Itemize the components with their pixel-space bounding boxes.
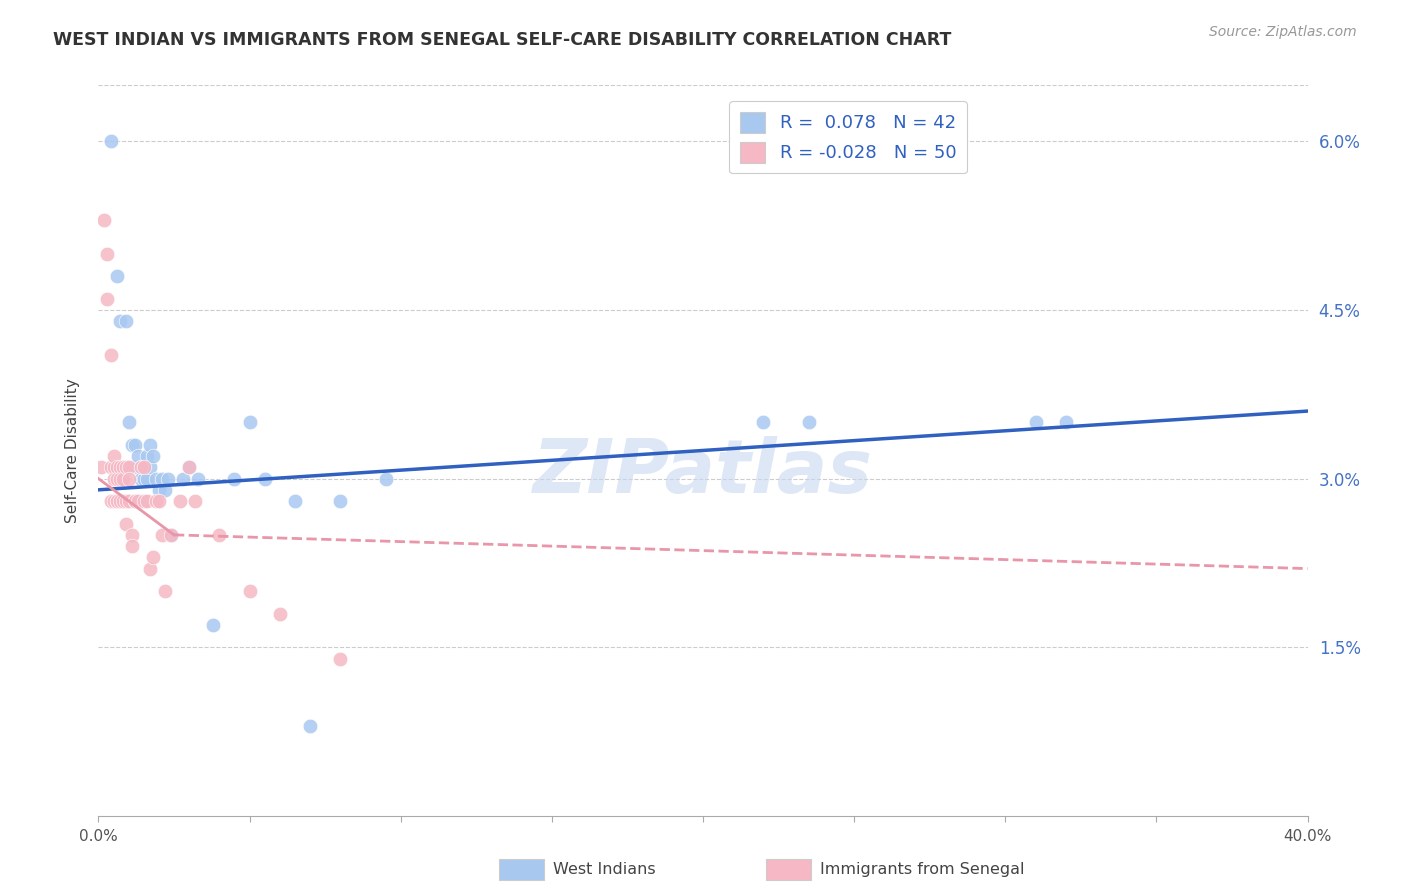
Point — [124, 494, 146, 508]
Point — [114, 516, 136, 531]
Point — [90, 460, 112, 475]
Point — [239, 415, 262, 429]
Point — [1024, 415, 1046, 429]
Text: Source: ZipAtlas.com: Source: ZipAtlas.com — [1209, 25, 1357, 39]
Point — [142, 449, 165, 463]
Point — [108, 460, 131, 475]
Point — [105, 472, 128, 486]
Point — [105, 494, 128, 508]
Point — [150, 528, 173, 542]
Point — [752, 415, 775, 429]
Point — [132, 494, 155, 508]
Point — [129, 460, 152, 475]
Point — [114, 460, 136, 475]
Point — [329, 494, 352, 508]
Point — [132, 494, 155, 508]
Point — [374, 472, 396, 486]
Text: West Indians: West Indians — [553, 863, 655, 877]
Point — [124, 460, 146, 475]
Point — [111, 494, 134, 508]
Point — [111, 472, 134, 486]
Point — [105, 494, 128, 508]
Text: Immigrants from Senegal: Immigrants from Senegal — [820, 863, 1024, 877]
Point — [179, 460, 201, 475]
Point — [114, 494, 136, 508]
Point — [156, 472, 179, 486]
Point — [96, 292, 118, 306]
Point — [118, 460, 141, 475]
Point — [224, 472, 246, 486]
Point — [124, 494, 146, 508]
Point — [150, 472, 173, 486]
Point — [103, 472, 125, 486]
Point — [127, 460, 149, 475]
Point — [127, 494, 149, 508]
Point — [148, 494, 170, 508]
Point — [103, 449, 125, 463]
Point — [139, 460, 162, 475]
Point — [121, 539, 143, 553]
Point — [132, 460, 155, 475]
Point — [127, 449, 149, 463]
Point — [100, 348, 122, 362]
Point — [132, 460, 155, 475]
Point — [135, 472, 157, 486]
Point — [160, 528, 183, 542]
Point — [145, 494, 167, 508]
Point — [100, 460, 122, 475]
Point — [145, 472, 167, 486]
Point — [253, 472, 276, 486]
Point — [121, 460, 143, 475]
Text: ZIPatlas: ZIPatlas — [533, 436, 873, 509]
Text: WEST INDIAN VS IMMIGRANTS FROM SENEGAL SELF-CARE DISABILITY CORRELATION CHART: WEST INDIAN VS IMMIGRANTS FROM SENEGAL S… — [53, 31, 952, 49]
Point — [118, 415, 141, 429]
Point — [139, 438, 162, 452]
Point — [132, 472, 155, 486]
Point — [103, 494, 125, 508]
Point — [108, 472, 131, 486]
Point — [118, 494, 141, 508]
Point — [118, 472, 141, 486]
Point — [153, 584, 176, 599]
Point — [169, 494, 191, 508]
Point — [129, 472, 152, 486]
Point — [184, 494, 207, 508]
Y-axis label: Self-Care Disability: Self-Care Disability — [65, 378, 80, 523]
Point — [100, 134, 122, 148]
Point — [172, 472, 194, 486]
Point — [124, 438, 146, 452]
Point — [93, 212, 115, 227]
Point — [135, 449, 157, 463]
Point — [96, 246, 118, 260]
Point — [108, 314, 131, 328]
Point — [329, 651, 352, 665]
Point — [187, 472, 209, 486]
Point — [121, 438, 143, 452]
Point — [208, 528, 231, 542]
Point — [129, 460, 152, 475]
Point — [135, 494, 157, 508]
Point — [299, 719, 322, 733]
Point — [114, 314, 136, 328]
Point — [179, 460, 201, 475]
Point — [139, 561, 162, 575]
Point — [105, 268, 128, 283]
Point — [105, 460, 128, 475]
Point — [160, 528, 183, 542]
Point — [103, 460, 125, 475]
Point — [100, 494, 122, 508]
Point — [1054, 415, 1077, 429]
Point — [111, 460, 134, 475]
Point — [239, 584, 262, 599]
Point — [121, 528, 143, 542]
Point — [284, 494, 307, 508]
Point — [148, 483, 170, 497]
Point — [269, 607, 291, 621]
Point — [202, 618, 225, 632]
Point — [797, 415, 820, 429]
Point — [142, 550, 165, 565]
Point — [108, 494, 131, 508]
Legend: R =  0.078   N = 42, R = -0.028   N = 50: R = 0.078 N = 42, R = -0.028 N = 50 — [730, 101, 967, 173]
Point — [153, 483, 176, 497]
